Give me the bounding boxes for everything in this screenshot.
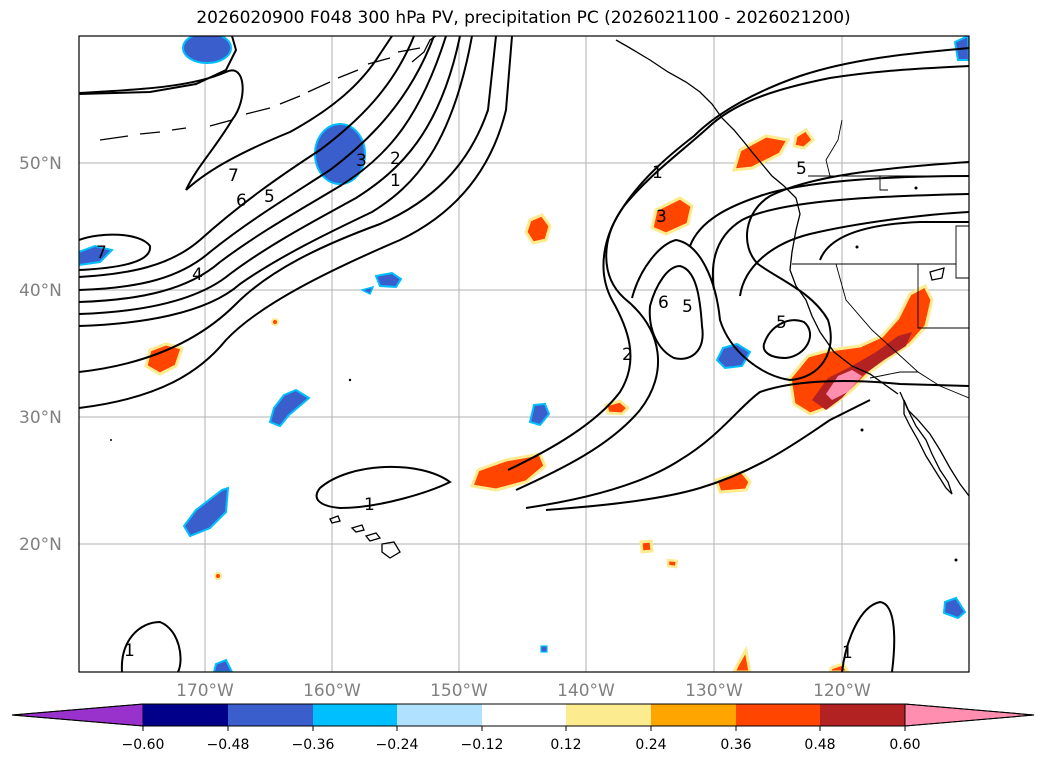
contour-label: 1 [652, 163, 663, 183]
colorbar-extend-max [904, 703, 1035, 727]
contour-label: 5 [796, 159, 807, 179]
precip-neg-area [79, 244, 114, 267]
graticule [79, 36, 969, 672]
colorbar-tick-label: −0.36 [292, 737, 335, 753]
colorbar-segment [313, 704, 397, 726]
precip-neg-area [942, 596, 967, 620]
contour-label: 6 [658, 293, 669, 313]
contour-label: 1 [842, 643, 853, 663]
pv-contours [79, 36, 969, 672]
lat-label: 50°N [19, 154, 62, 174]
precip-neg-area [374, 271, 403, 289]
colorbar-tick-label: 0.24 [635, 737, 666, 753]
precip-neg-area [359, 285, 375, 296]
colorbar-tick-label: −0.12 [461, 737, 504, 753]
colorbar-segment [651, 704, 736, 726]
lon-label: 160°W [303, 681, 361, 701]
contour-label: 6 [236, 191, 247, 211]
colorbar-ticks [142, 726, 906, 731]
contour-label: 7 [96, 243, 107, 263]
colorbar-segment [566, 704, 651, 726]
contour-label: 5 [264, 187, 275, 207]
colorbar-segment [143, 704, 228, 726]
latitude-labels: 50°N 40°N 30°N 20°N [19, 154, 62, 555]
colorbar-tick-label: 0.48 [804, 737, 835, 753]
lon-label: 140°W [557, 681, 615, 701]
lat-label: 20°N [19, 535, 62, 555]
precip-neg-area [268, 388, 311, 428]
lon-label: 150°W [430, 681, 488, 701]
lon-label: 170°W [176, 681, 234, 701]
chart-title: 2026020900 F048 300 hPa PV, precipitatio… [196, 8, 851, 28]
precip-pos-area [214, 572, 222, 580]
contour-label: 2 [390, 149, 401, 169]
precip-neg-area [182, 36, 232, 64]
colorbar-segment [820, 704, 905, 726]
contour-label: 1 [390, 171, 401, 191]
precip-pos-area [731, 134, 791, 172]
colorbar-segment [736, 704, 820, 726]
colorbar-segment [482, 704, 566, 726]
precip-neg-area [528, 402, 551, 427]
colorbar-tick-label: −0.24 [376, 737, 419, 753]
precip-pos-area [144, 342, 184, 376]
precip-neg-area [540, 645, 548, 653]
precip-neg-area [212, 658, 234, 672]
colorbar-segment [397, 704, 482, 726]
contour-label: 2 [622, 345, 633, 365]
precip-pos-area [604, 399, 631, 416]
contour-label: 5 [776, 313, 787, 333]
precip-neg-area [182, 486, 230, 538]
precip-neg-area [715, 342, 752, 370]
precip-pos-area [792, 127, 815, 150]
contour-label: 1 [364, 495, 375, 515]
precip-pos-area [524, 213, 552, 245]
precip-pos-area [469, 452, 547, 492]
lat-label: 30°N [19, 408, 62, 428]
contour-label: 4 [192, 265, 203, 285]
contour-label: 7 [228, 166, 239, 186]
map-frame [78, 35, 970, 673]
colorbar-extend-min [11, 703, 144, 727]
colorbar-tick-label: −0.48 [207, 737, 250, 753]
contour-label: 5 [682, 297, 693, 317]
colorbar-tick-label: −0.60 [122, 737, 165, 753]
lat-label: 40°N [19, 281, 62, 301]
precip-pos-area [639, 539, 654, 554]
colorbar-segment [228, 704, 313, 726]
contour-label: 1 [124, 641, 135, 661]
precip-pink-core [826, 370, 862, 400]
contour-label: 3 [656, 207, 667, 227]
lon-label: 130°W [685, 681, 743, 701]
borders [792, 119, 969, 399]
colorbar-tick-label: 0.60 [889, 737, 920, 753]
colorbar: −0.60 −0.48 −0.36 −0.24 −0.12 0.12 0.24 … [11, 703, 1035, 753]
colorbar-tick-label: 0.12 [550, 737, 581, 753]
colorbar-tick-label: 0.36 [720, 737, 751, 753]
precip-pos-area [732, 645, 752, 672]
longitude-labels: 170°W 160°W 150°W 140°W 130°W 120°W [176, 681, 871, 701]
lon-label: 120°W [813, 681, 871, 701]
contour-label: 3 [356, 151, 367, 171]
precip-pos-area [271, 318, 279, 326]
contour-labels: 7 6 5 3 2 1 7 4 1 3 6 5 5 2 1 1 1 5 [96, 149, 853, 663]
precip-pos-area [650, 196, 694, 236]
precip-pos-area [666, 558, 679, 569]
